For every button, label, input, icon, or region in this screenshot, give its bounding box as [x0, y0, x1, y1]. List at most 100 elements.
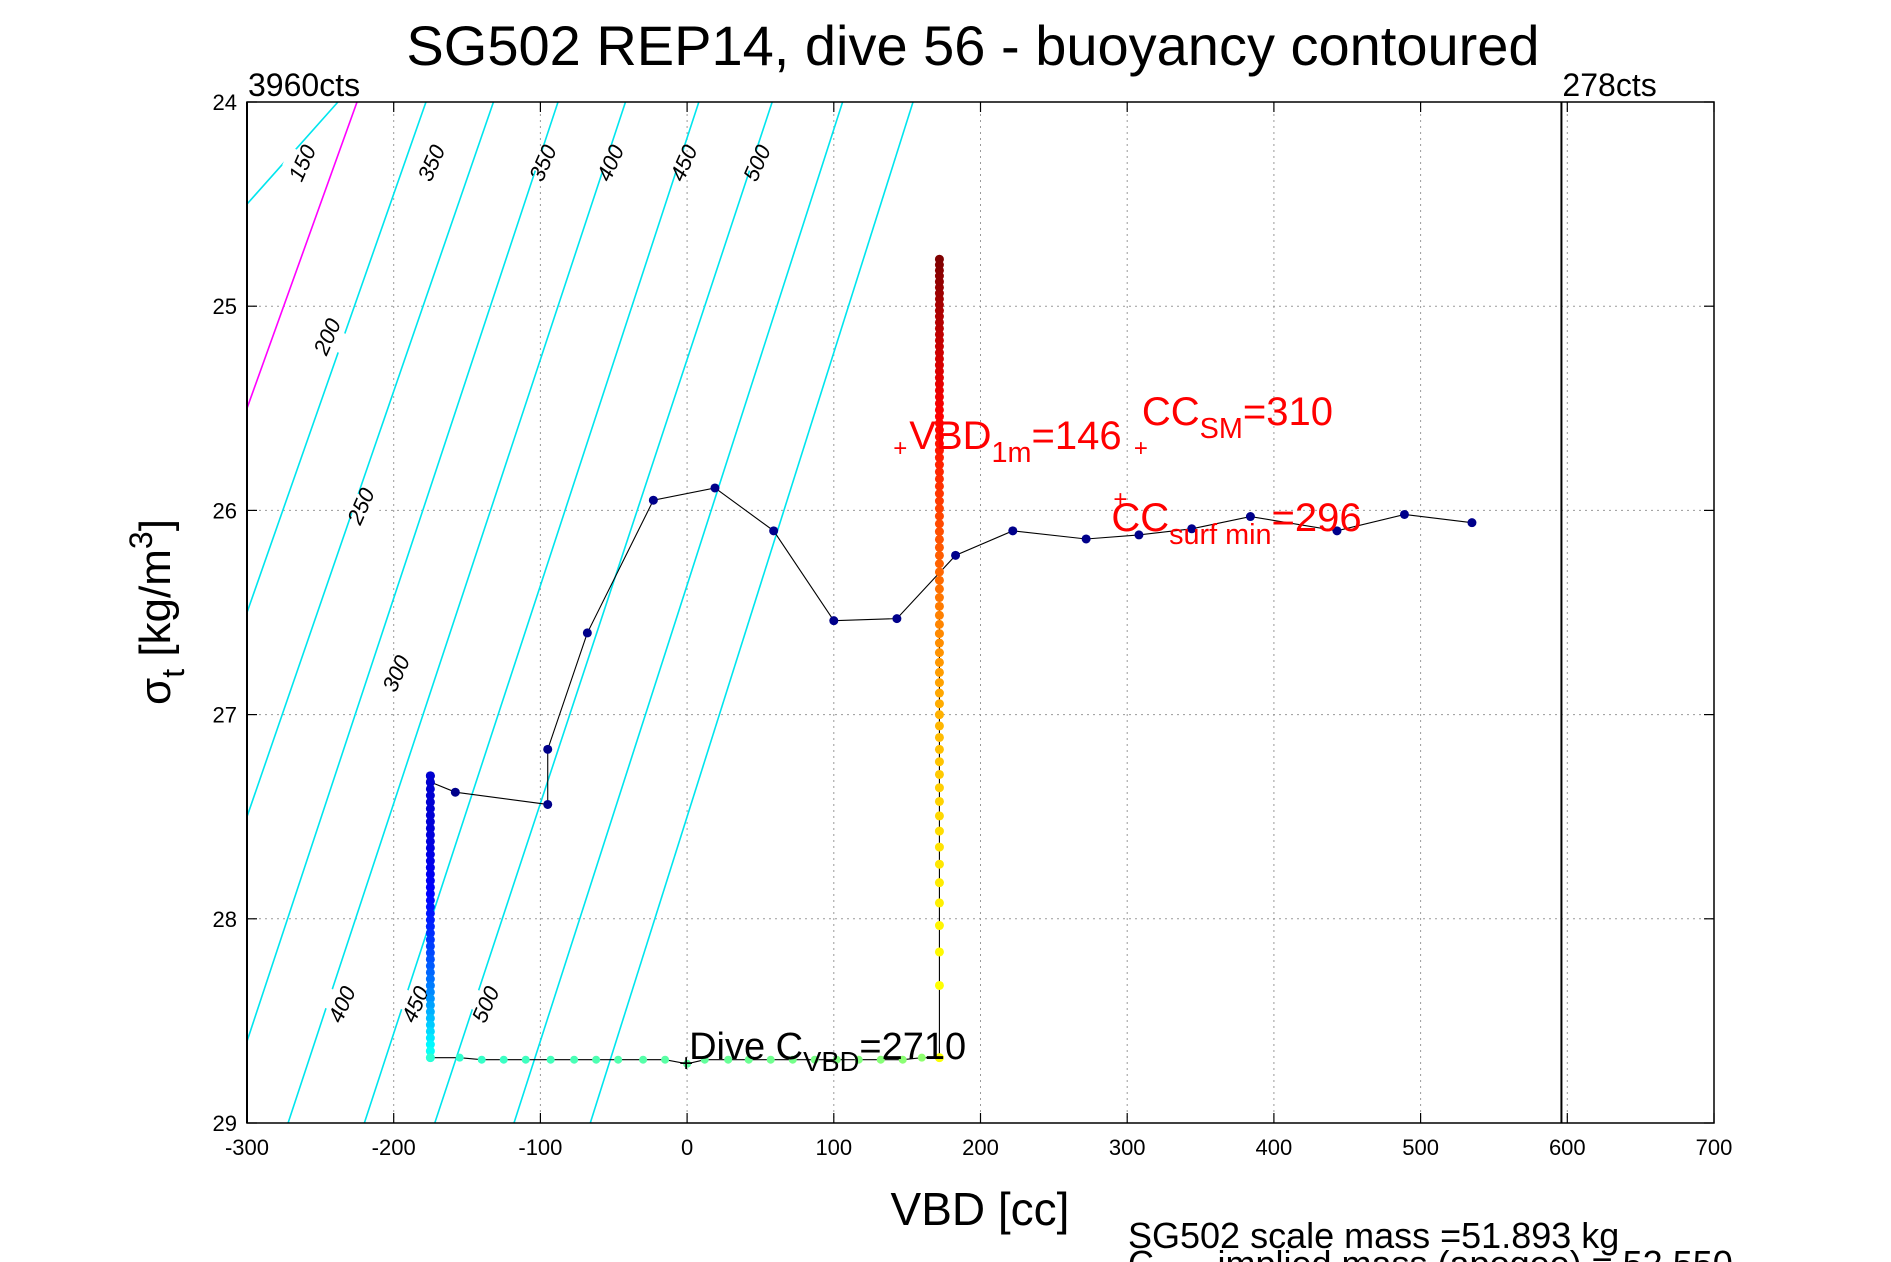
ascent-point	[934, 757, 944, 767]
annotation-marker: +	[679, 1050, 693, 1077]
descent-point	[425, 843, 435, 853]
contour-line	[287, 102, 627, 1123]
contour-line	[513, 102, 844, 1123]
ascent-point	[934, 412, 944, 422]
ascent-point	[934, 496, 944, 506]
data-point	[1008, 526, 1018, 536]
x-tick-label: -200	[372, 1135, 416, 1160]
bottom-point	[546, 1055, 555, 1064]
y-tick-label: 28	[213, 907, 237, 932]
data-point	[1187, 524, 1197, 534]
bottom-point	[521, 1055, 530, 1064]
ascent-point	[934, 710, 944, 720]
x-tick-label: 700	[1696, 1135, 1733, 1160]
annotation-marker: +	[1113, 486, 1127, 513]
contour-label-bg	[340, 489, 382, 523]
ascent-point	[934, 584, 944, 594]
descent-point	[425, 981, 435, 991]
bottom-point	[614, 1055, 623, 1064]
descent-point	[425, 1000, 435, 1010]
ascent-point	[934, 859, 944, 869]
contour-label-bg	[465, 988, 507, 1022]
bottom-point	[639, 1055, 648, 1064]
descent-point	[425, 895, 435, 905]
limit-label: 278cts	[1562, 67, 1656, 103]
ascent-point	[934, 366, 944, 376]
annotation-marker: +	[893, 435, 907, 462]
y-tick-label: 24	[213, 90, 237, 115]
bottom-point	[724, 1055, 733, 1064]
descent-point	[425, 935, 435, 945]
descent-point	[425, 902, 435, 912]
data-point	[892, 614, 902, 624]
bottom-point	[788, 1055, 797, 1064]
ascent-point	[934, 398, 944, 408]
contour-label-bg	[282, 146, 324, 180]
descent-point	[425, 876, 435, 886]
ascent-point	[934, 392, 944, 402]
contour-label-bg	[307, 320, 349, 354]
ascent-point	[934, 593, 944, 603]
ascent-point	[934, 527, 944, 537]
bottom-point	[455, 1053, 464, 1062]
ascent-point	[934, 254, 944, 264]
bottom-point	[917, 1053, 926, 1062]
descent-point	[425, 863, 435, 873]
x-tick-label: 200	[962, 1135, 999, 1160]
ascent-point	[934, 439, 944, 449]
ascent-point	[934, 898, 944, 908]
bottom-point	[744, 1055, 753, 1064]
data-point	[710, 483, 720, 493]
descent-point	[425, 856, 435, 866]
descent-point	[425, 987, 435, 997]
ascent-point	[934, 354, 944, 364]
y-axis-label: σt [kg/m3]	[123, 519, 191, 705]
ascent-point	[934, 699, 944, 709]
ascent-point	[934, 542, 944, 552]
ascent-point	[934, 405, 944, 415]
ascent-point	[934, 453, 944, 463]
descent-point	[425, 777, 435, 787]
descent-point	[425, 994, 435, 1004]
descent-point	[425, 797, 435, 807]
bottom-point	[810, 1055, 819, 1064]
descent-point	[425, 1026, 435, 1036]
data-point	[1245, 512, 1255, 522]
contour-line	[589, 102, 914, 1123]
ascent-point	[934, 921, 944, 931]
x-tick-label: 500	[1402, 1135, 1439, 1160]
contour-line	[247, 102, 358, 409]
descent-point	[425, 961, 435, 971]
ascent-point	[934, 550, 944, 560]
contour-line	[247, 102, 427, 613]
ascent-point	[934, 534, 944, 544]
annotation-label: Dive CVBD=2710	[689, 1026, 966, 1077]
x-tick-label: -300	[225, 1135, 269, 1160]
grid	[247, 102, 1714, 1123]
descent-point	[425, 810, 435, 820]
ascent-point	[934, 980, 944, 990]
data-point	[1467, 518, 1477, 528]
data-point	[1332, 526, 1342, 536]
ascent-point	[934, 460, 944, 470]
annotation-label: CCSM=310	[1142, 390, 1333, 445]
contour-label-bg	[321, 988, 363, 1022]
bottom-point	[683, 1059, 692, 1068]
contour-label-bg	[376, 657, 418, 691]
x-tick-label: 400	[1256, 1135, 1293, 1160]
ascent-point	[934, 559, 944, 569]
bottom-point	[426, 1053, 435, 1062]
data-point	[450, 787, 460, 797]
ascent-point	[934, 601, 944, 611]
descent-point	[425, 1046, 435, 1056]
data-point	[1399, 509, 1409, 519]
chart-title: SG502 REP14, dive 56 - buoyancy contoure…	[406, 14, 1539, 77]
bottom-point	[570, 1055, 579, 1064]
ascent-point	[934, 610, 944, 620]
ascent-point	[934, 811, 944, 821]
contour-line	[363, 102, 700, 1123]
x-tick-label: 300	[1109, 1135, 1146, 1160]
ascent-point	[934, 489, 944, 499]
annotations: + VBD1m=146 +CCSM=310+CCsurf min=296+Dive …	[679, 390, 1362, 1077]
